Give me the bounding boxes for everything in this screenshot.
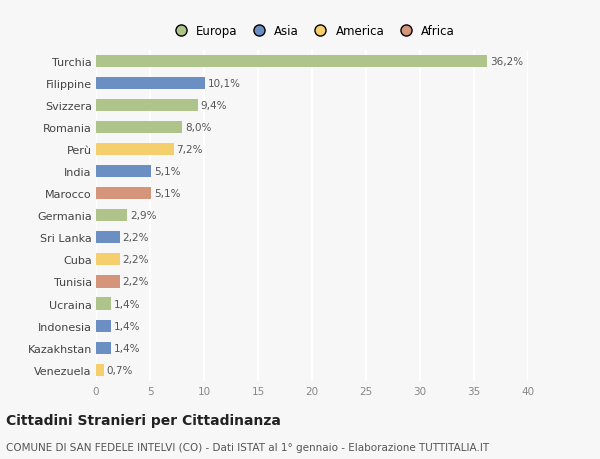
Text: 10,1%: 10,1%: [208, 78, 241, 89]
Bar: [96, 364, 104, 376]
Text: 36,2%: 36,2%: [490, 56, 523, 67]
Bar: [96, 342, 111, 354]
Bar: [96, 254, 120, 266]
Text: 1,4%: 1,4%: [114, 321, 140, 331]
Bar: [96, 232, 120, 244]
Text: 1,4%: 1,4%: [114, 343, 140, 353]
Text: 9,4%: 9,4%: [200, 101, 227, 111]
Bar: [96, 166, 151, 178]
Text: 1,4%: 1,4%: [114, 299, 140, 309]
Text: 0,7%: 0,7%: [106, 365, 133, 375]
Bar: [96, 188, 151, 200]
Legend: Europa, Asia, America, Africa: Europa, Asia, America, Africa: [164, 20, 460, 42]
Bar: [96, 56, 487, 67]
Bar: [96, 100, 197, 112]
Text: 2,9%: 2,9%: [130, 211, 157, 221]
Text: 2,2%: 2,2%: [122, 255, 149, 265]
Bar: [96, 144, 174, 156]
Bar: [96, 320, 111, 332]
Text: 2,2%: 2,2%: [122, 277, 149, 287]
Bar: [96, 210, 127, 222]
Bar: [96, 78, 205, 90]
Text: 2,2%: 2,2%: [122, 233, 149, 243]
Bar: [96, 122, 182, 134]
Text: COMUNE DI SAN FEDELE INTELVI (CO) - Dati ISTAT al 1° gennaio - Elaborazione TUTT: COMUNE DI SAN FEDELE INTELVI (CO) - Dati…: [6, 442, 489, 452]
Text: 5,1%: 5,1%: [154, 167, 180, 177]
Bar: [96, 298, 111, 310]
Text: Cittadini Stranieri per Cittadinanza: Cittadini Stranieri per Cittadinanza: [6, 414, 281, 428]
Text: 5,1%: 5,1%: [154, 189, 180, 199]
Text: 8,0%: 8,0%: [185, 123, 211, 133]
Text: 7,2%: 7,2%: [176, 145, 203, 155]
Bar: [96, 276, 120, 288]
